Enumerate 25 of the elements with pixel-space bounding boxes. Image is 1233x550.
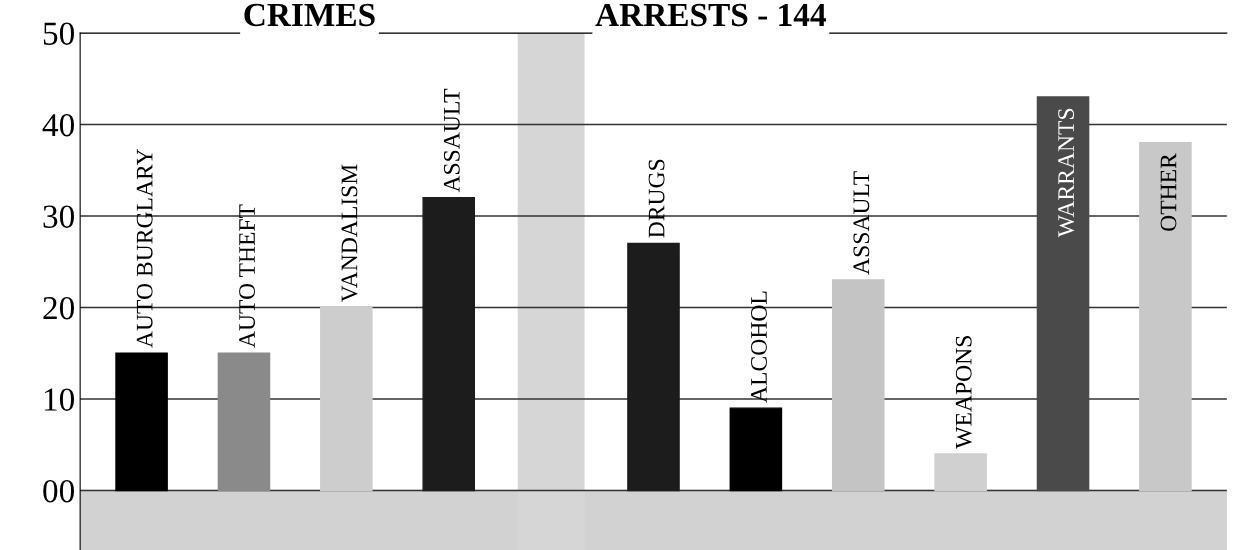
x-tick-label: AUTO THEFT (239, 204, 255, 348)
x-tick-label: DRUGS (648, 159, 665, 238)
x-tick-label: VANDALISM (341, 164, 358, 303)
text: CRIMES (244, 3, 375, 27)
bar (729, 407, 783, 492)
y-tick-label: 10 (44, 388, 75, 411)
x-tick-label: WEAPONS (955, 336, 972, 449)
y-tick-label: 20 (43, 296, 75, 320)
x-tick-label: ALCOHOL (751, 291, 767, 403)
y-tick-label: 50 (43, 22, 75, 45)
y-tick-label: 30 (43, 205, 75, 228)
text: ARRESTS - 144 (595, 3, 826, 27)
bar (627, 242, 680, 492)
x-tick-label: AUTO BURGLARY (136, 149, 153, 348)
x-tick-label: OTHER (1160, 153, 1177, 231)
bar (831, 279, 885, 492)
x-tick-label: WARRANTS (1058, 108, 1075, 238)
y-tick-label: 00 (43, 479, 75, 503)
bar (422, 197, 476, 492)
x-tick-label: ASSAULT (443, 88, 460, 193)
bar (115, 352, 168, 492)
bar (1036, 96, 1090, 492)
x-tick-label: ASSAULT (853, 171, 870, 275)
bar (217, 352, 271, 492)
y-tick-label: 40 (42, 113, 75, 137)
